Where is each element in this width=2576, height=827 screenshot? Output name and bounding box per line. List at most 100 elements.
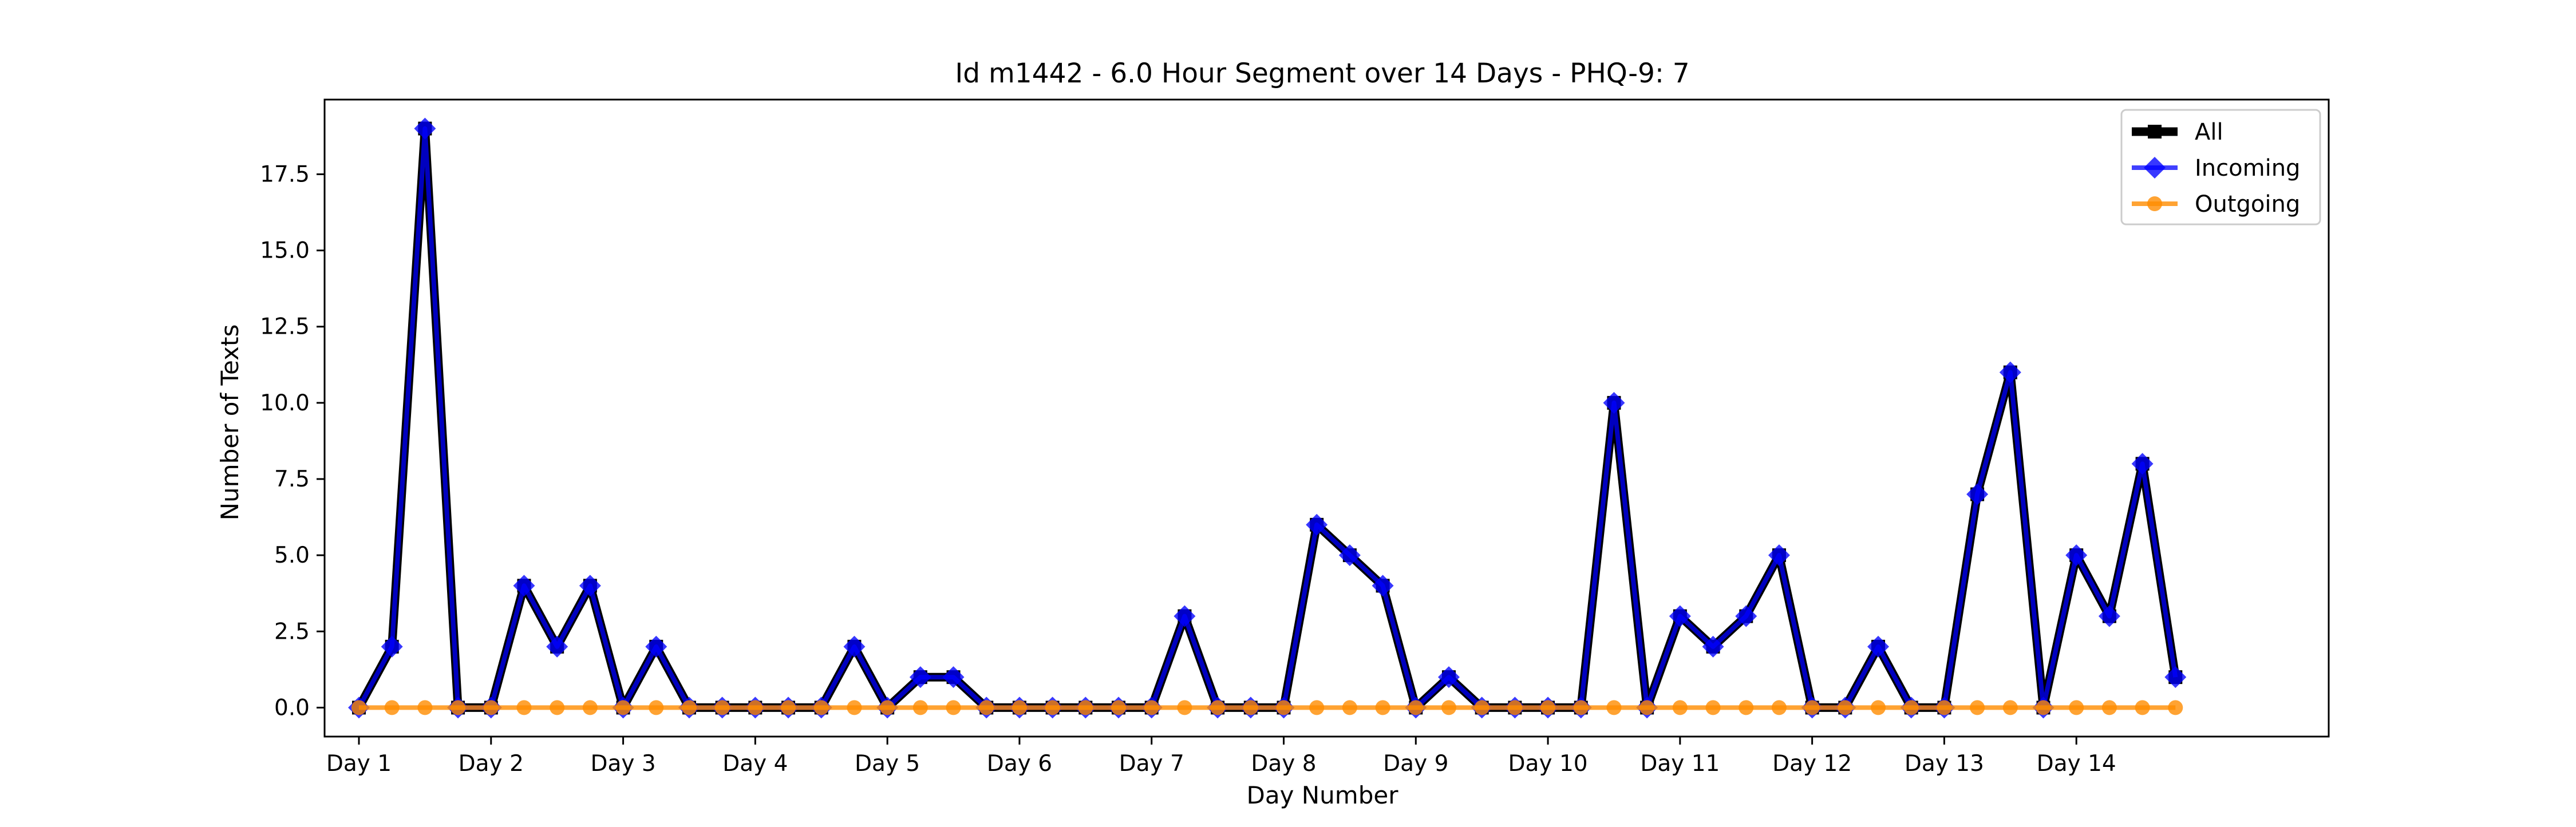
data-point-outgoing (1276, 700, 1291, 715)
data-point-incoming (381, 635, 403, 658)
data-point-incoming (645, 635, 667, 658)
legend-item-all: All (2132, 119, 2223, 145)
legend-item-incoming: Incoming (2132, 155, 2300, 181)
x-tick-label: Day 3 (590, 751, 655, 777)
data-point-incoming (1999, 361, 2021, 383)
data-point-outgoing (451, 700, 466, 715)
x-tick-label: Day 8 (1251, 751, 1316, 777)
x-tick-label: Day 5 (855, 751, 920, 777)
data-point-outgoing (417, 700, 433, 715)
data-point-incoming (2065, 544, 2088, 567)
data-point-outgoing (1838, 700, 1853, 715)
plot-area: 0.0 2.5 5.0 7.5 10.0 12.5 15.0 17.5 Day 1 Day 2 Da… (260, 98, 2330, 777)
data-layer (348, 117, 2187, 719)
data-point-incoming (1306, 513, 1328, 536)
plot-frame (323, 98, 2330, 738)
data-point-outgoing (516, 700, 532, 715)
x-tick-label: Day 10 (1508, 751, 1588, 777)
data-point-outgoing (1309, 700, 1325, 715)
data-point-incoming (1735, 605, 1757, 627)
data-point-incoming (546, 635, 568, 658)
data-point-incoming (1867, 635, 1890, 658)
x-tick-label: Day 7 (1119, 751, 1184, 777)
data-point-outgoing (1474, 700, 1490, 715)
y-tick-label: 12.5 (260, 314, 310, 340)
y-tick-label: 15.0 (260, 238, 310, 264)
data-point-outgoing (550, 700, 565, 715)
data-point-incoming (1966, 483, 1989, 505)
data-point-outgoing (351, 700, 367, 715)
data-point-outgoing (2002, 700, 2018, 715)
data-point-outgoing (1739, 700, 1754, 715)
data-point-outgoing (1078, 700, 1093, 715)
data-point-incoming (1702, 635, 1724, 658)
data-point-incoming (1174, 605, 1196, 627)
data-point-outgoing (1111, 700, 1127, 715)
data-point-outgoing (880, 700, 895, 715)
data-point-outgoing (1144, 700, 1159, 715)
x-tick-label: Day 1 (326, 751, 392, 777)
legend-label: Incoming (2195, 155, 2300, 181)
data-point-outgoing (2135, 700, 2150, 715)
x-axis-label: Day Number (1246, 781, 1398, 809)
data-point-outgoing (1771, 700, 1787, 715)
data-point-incoming (579, 575, 601, 597)
data-point-outgoing (1672, 700, 1688, 715)
data-point-incoming (1437, 666, 1460, 688)
x-tick-label: Day 13 (1905, 751, 1984, 777)
data-point-outgoing (1177, 700, 1192, 715)
data-point-outgoing (1012, 700, 1027, 715)
data-point-outgoing (2101, 700, 2117, 715)
data-point-outgoing (1441, 700, 1456, 715)
data-point-outgoing (781, 700, 796, 715)
legend-marker (2144, 157, 2166, 179)
data-point-incoming (942, 666, 965, 688)
series-outgoing (351, 700, 2183, 715)
data-point-outgoing (748, 700, 763, 715)
data-point-incoming (2131, 453, 2154, 475)
data-point-outgoing (912, 700, 928, 715)
data-point-outgoing (1243, 700, 1258, 715)
data-point-incoming (414, 117, 436, 140)
data-point-outgoing (979, 700, 994, 715)
y-tick-label: 17.5 (260, 161, 310, 187)
data-point-outgoing (946, 700, 961, 715)
data-point-outgoing (1540, 700, 1556, 715)
data-point-incoming (2098, 605, 2120, 627)
y-tick-label: 2.5 (274, 619, 310, 644)
data-point-outgoing (1639, 700, 1655, 715)
data-point-outgoing (2168, 700, 2183, 715)
x-tick-label: Day 14 (2037, 751, 2116, 777)
data-point-outgoing (483, 700, 499, 715)
data-point-outgoing (1804, 700, 1820, 715)
data-point-incoming (1338, 544, 1361, 567)
data-point-incoming (909, 666, 931, 688)
legend-marker (2147, 196, 2162, 211)
data-point-outgoing (1507, 700, 1523, 715)
data-point-outgoing (847, 700, 862, 715)
data-point-incoming (2164, 666, 2187, 688)
data-point-outgoing (1375, 700, 1390, 715)
data-point-outgoing (1573, 700, 1589, 715)
x-tick-label: Day 12 (1772, 751, 1852, 777)
legend-marker (2148, 125, 2162, 139)
data-point-outgoing (1937, 700, 1952, 715)
legend-label: All (2195, 119, 2223, 145)
legend-label: Outgoing (2195, 191, 2300, 217)
legend: All Incoming Outgoing (2120, 109, 2321, 225)
data-point-outgoing (813, 700, 829, 715)
data-point-incoming (1603, 391, 1625, 414)
data-point-outgoing (714, 700, 730, 715)
chart-title: Id m1442 - 6.0 Hour Segment over 14 Days… (955, 58, 1689, 89)
data-point-outgoing (1210, 700, 1226, 715)
x-tick-label: Day 2 (459, 751, 524, 777)
data-point-outgoing (582, 700, 598, 715)
data-point-outgoing (1903, 700, 1919, 715)
data-point-incoming (1372, 575, 1394, 597)
data-point-outgoing (681, 700, 697, 715)
data-point-outgoing (1871, 700, 1886, 715)
x-tick-label: Day 11 (1640, 751, 1720, 777)
y-tick-label: 7.5 (274, 466, 310, 492)
